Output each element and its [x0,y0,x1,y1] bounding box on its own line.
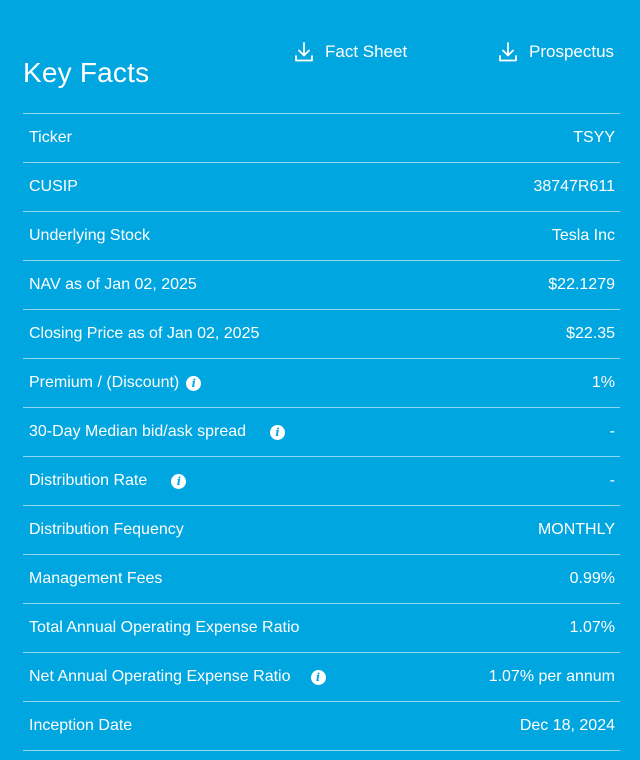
page-title: Key Facts [23,57,150,88]
row-label-text: Distribution Fequency [29,521,184,538]
row-value: 0.99% [569,570,615,587]
fact-sheet-download-link[interactable]: Fact Sheet [294,40,407,64]
row-label-text: Closing Price as of Jan 02, 2025 [29,325,260,342]
key-facts-row-premium-discount: Premium / (Discount) i 1% [23,359,620,408]
download-icon [499,42,517,62]
row-label: Closing Price as of Jan 02, 2025 [29,325,259,343]
key-facts-row-distribution-frequency: Distribution Fequency MONTHLY [23,506,620,555]
row-label-text: 30-Day Median bid/ask spread [29,423,247,440]
download-icon [295,42,313,62]
row-label-text: Premium / (Discount) [29,374,180,391]
row-label-text: CUSIP [29,178,78,195]
row-label-text: Total Annual Operating Expense Ratio [29,619,300,636]
row-value: $22.1279 [548,276,615,293]
info-icon[interactable]: i [186,375,202,391]
row-label: Ticker [29,129,72,147]
row-label: Management Fees [29,570,162,588]
info-icon[interactable]: i [270,424,286,440]
key-facts-row-ticker: Ticker TSYY [23,114,620,163]
row-value: MONTHLY [537,521,615,538]
row-label: Net Annual Operating Expense Ratio i [29,668,326,686]
row-value: Dec 18, 2024 [519,717,615,734]
row-label-text: Management Fees [29,570,163,587]
fact-sheet-label: Fact Sheet [325,42,408,61]
row-label: CUSIP [29,178,78,196]
key-facts-row-inception-date: Inception Date Dec 18, 2024 [23,702,620,751]
key-facts-row-closing-price: Closing Price as of Jan 02, 2025 $22.35 [23,310,620,359]
row-label: Underlying Stock [29,227,150,245]
row-value: - [609,423,615,440]
row-label-text: Underlying Stock [29,227,150,244]
row-value: $22.35 [566,325,615,342]
info-icon[interactable]: i [171,473,187,489]
key-facts-row-total-expense-ratio: Total Annual Operating Expense Ratio 1.0… [23,604,620,653]
prospectus-download-link[interactable]: Prospectus [498,40,614,64]
key-facts-row-bid-ask-spread: 30-Day Median bid/ask spread i - [23,408,620,457]
key-facts-table: Ticker TSYY CUSIP 38747R611 Underlying S… [23,113,620,751]
row-value: Tesla Inc [551,227,615,244]
row-label: Distribution Rate i [29,472,187,490]
row-label: NAV as of Jan 02, 2025 [29,276,197,294]
key-facts-row-management-fees: Management Fees 0.99% [23,555,620,604]
key-facts-row-net-expense-ratio: Net Annual Operating Expense Ratio i 1.0… [23,653,620,702]
row-label-text: Inception Date [29,717,133,734]
row-value: 1.07% [569,619,615,636]
key-facts-row-cusip: CUSIP 38747R611 [23,163,620,212]
key-facts-row-distribution-rate: Distribution Rate i - [23,457,620,506]
row-value: - [609,472,615,489]
row-value: 38747R611 [533,178,615,195]
row-label-text: NAV as of Jan 02, 2025 [29,276,197,293]
row-value: TSYY [573,129,615,146]
row-value: 1.07% per annum [488,668,615,685]
key-facts-row-underlying-stock: Underlying Stock Tesla Inc [23,212,620,261]
row-label: Premium / (Discount) i [29,374,202,392]
row-label: Total Annual Operating Expense Ratio [29,619,299,637]
prospectus-label: Prospectus [529,42,615,61]
row-label-text: Ticker [29,129,72,146]
row-label-text: Net Annual Operating Expense Ratio [29,668,291,685]
key-facts-row-nav: NAV as of Jan 02, 2025 $22.1279 [23,261,620,310]
row-label: Inception Date [29,717,132,735]
info-icon[interactable]: i [310,669,326,685]
row-label: Distribution Fequency [29,521,184,539]
row-label-text: Distribution Rate [29,472,148,489]
row-label: 30-Day Median bid/ask spread i [29,423,286,441]
row-value: 1% [591,374,615,391]
